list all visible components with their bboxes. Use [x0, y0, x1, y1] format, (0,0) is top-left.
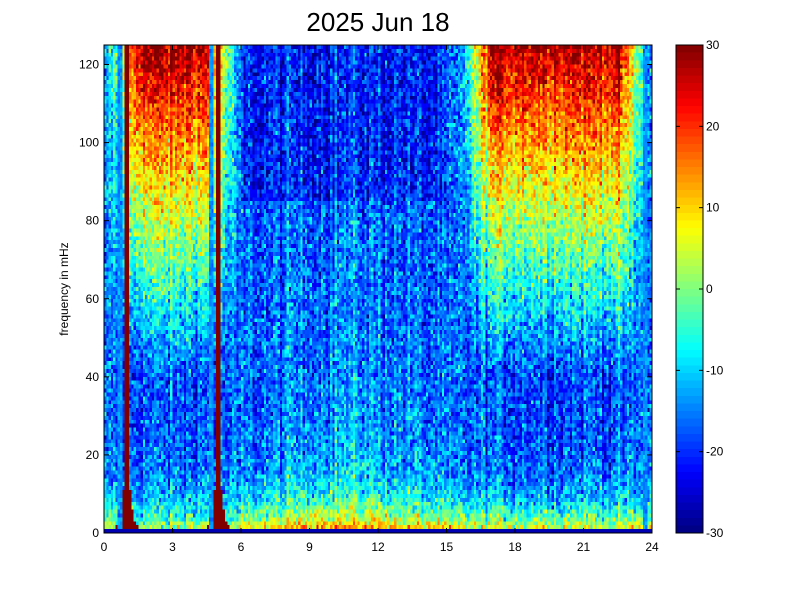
- colorbar: [676, 45, 703, 533]
- chart-title: 2025 Jun 18: [306, 7, 449, 37]
- x-tick-label: 15: [440, 540, 454, 554]
- x-tick-label: 6: [238, 540, 245, 554]
- y-tick-label: 80: [86, 214, 100, 228]
- colorbar-tick-label: -20: [706, 445, 724, 459]
- x-tick-label: 12: [371, 540, 385, 554]
- y-axis: 0 20 40 60 80 100 120: [79, 58, 652, 540]
- colorbar-tick-label: -10: [706, 363, 724, 377]
- x-tick-label: 9: [306, 540, 313, 554]
- x-tick-label: 0: [101, 540, 108, 554]
- y-tick-label: 120: [79, 58, 99, 72]
- colorbar-tick-label: 0: [706, 282, 713, 296]
- x-axis: 0 3 6 9 12 15 18 21 24: [101, 45, 659, 554]
- y-tick-label: 0: [92, 526, 99, 540]
- colorbar-axis: -30 -20 -10 0 10 20 30: [676, 38, 724, 540]
- y-axis-label: frequency in mHz: [57, 242, 71, 335]
- y-tick-label: 60: [86, 292, 100, 306]
- spectrogram-heatmap: [104, 45, 652, 533]
- x-tick-label: 3: [169, 540, 176, 554]
- colorbar-tick-label: 20: [706, 119, 720, 133]
- x-tick-label: 18: [508, 540, 522, 554]
- x-tick-label: 24: [645, 540, 659, 554]
- x-tick-label: 21: [577, 540, 591, 554]
- colorbar-tick-label: 30: [706, 38, 720, 52]
- y-tick-label: 20: [86, 448, 100, 462]
- y-tick-label: 100: [79, 136, 99, 150]
- y-tick-label: 40: [86, 370, 100, 384]
- colorbar-tick-label: 10: [706, 201, 720, 215]
- colorbar-tick-label: -30: [706, 526, 724, 540]
